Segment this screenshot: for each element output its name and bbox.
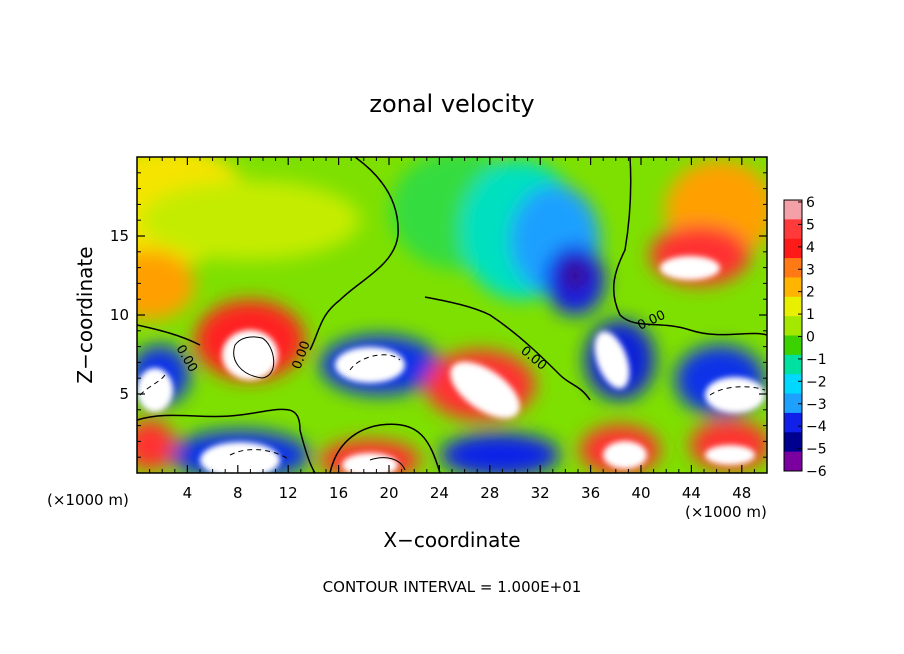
x-tick-label: 28 xyxy=(480,484,499,502)
colorbar-swatch xyxy=(784,238,802,259)
colorbar-swatch xyxy=(784,316,802,336)
colorbar-tick-label: −3 xyxy=(806,397,827,413)
colorbar-tick-label: −1 xyxy=(806,352,827,368)
colorbar-tick-label: 0 xyxy=(806,330,815,346)
y-tick-label: 15 xyxy=(110,227,129,245)
colorbar-tick-label: −5 xyxy=(806,442,827,458)
x-tick-label: 32 xyxy=(531,484,550,502)
colorbar-tick-label: 6 xyxy=(806,195,815,211)
chart-title: zonal velocity xyxy=(369,90,534,118)
colorbar-tick-label: 2 xyxy=(806,285,815,301)
colorbar: 6 5 4 3 2 1 0 −1 −2 −3 −4 −5 −6 xyxy=(783,195,827,480)
x-tick-label: 40 xyxy=(631,484,650,502)
x-tick-label: 24 xyxy=(430,484,449,502)
colorbar-tick-label: −2 xyxy=(806,374,827,390)
contour-interval-footer: CONTOUR INTERVAL = 1.000E+01 xyxy=(323,578,582,596)
x-axis-label: X−coordinate xyxy=(383,528,520,552)
x-tick-label: 20 xyxy=(379,484,398,502)
colorbar-swatch xyxy=(784,374,802,395)
colorbar-swatch xyxy=(784,354,802,375)
x-tick-label: 4 xyxy=(183,484,193,502)
y-axis: 5 10 15 xyxy=(110,172,767,458)
x-tick-label: 48 xyxy=(732,484,751,502)
heatmap-field xyxy=(137,157,767,473)
y-axis-label: Z−coordinate xyxy=(73,246,97,383)
colorbar-swatch xyxy=(784,412,802,433)
colorbar-swatch xyxy=(784,258,802,278)
colorbar-swatch xyxy=(784,393,802,414)
colorbar-tick-label: −4 xyxy=(806,419,827,435)
colorbar-tick-label: 3 xyxy=(806,262,815,278)
colorbar-swatch xyxy=(784,335,802,356)
colorbar-swatch xyxy=(784,200,802,220)
colorbar-swatch xyxy=(784,219,802,240)
colorbar-swatch xyxy=(784,296,802,317)
colorbar-tick-label: 5 xyxy=(806,217,815,233)
x-tick-label: 44 xyxy=(682,484,701,502)
x-tick-label: 36 xyxy=(581,484,600,502)
y-unit-label: (×1000 m) xyxy=(685,503,767,521)
colorbar-swatch xyxy=(784,277,802,298)
y-tick-label: 10 xyxy=(110,306,129,324)
x-tick-label: 8 xyxy=(233,484,243,502)
colorbar-swatch xyxy=(784,451,802,472)
colorbar-tick-label: 4 xyxy=(806,240,815,256)
x-tick-label: 12 xyxy=(279,484,298,502)
x-unit-label: (×1000 m) xyxy=(47,491,129,509)
x-axis: 4 8 12 16 20 24 28 32 36 40 44 48 xyxy=(149,157,755,502)
colorbar-swatch xyxy=(784,432,802,453)
y-tick-label: 5 xyxy=(119,385,129,403)
colorbar-tick-label: 1 xyxy=(806,307,815,323)
x-tick-label: 16 xyxy=(329,484,348,502)
colorbar-tick-label: −6 xyxy=(806,464,827,480)
colorbar-frame xyxy=(783,199,803,472)
